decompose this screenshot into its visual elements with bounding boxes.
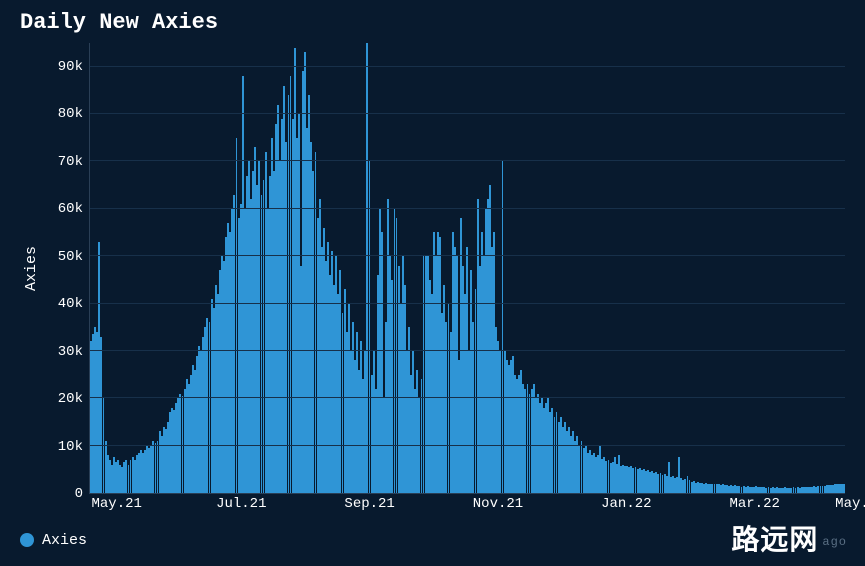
chart-body: Axies 010k20k30k40k50k60k70k80k90k (20, 43, 845, 494)
bar-series (90, 43, 845, 493)
y-tick: 80k (58, 106, 83, 122)
x-tick: Jul.21 (216, 496, 266, 512)
x-axis: May.21Jul.21Sep.21Nov.21Jan.22Mar.22May.… (90, 494, 845, 518)
y-tick: 50k (58, 249, 83, 265)
x-tick: Nov.21 (473, 496, 523, 512)
legend-swatch (20, 533, 34, 547)
bar[interactable] (844, 484, 845, 493)
ago-text: ago (822, 535, 847, 549)
chart-container: Daily New Axies Axies 0 10k 20k 30k 40k 50k 60… (0, 0, 865, 566)
legend: Axies (20, 532, 87, 549)
watermark: 路远网 ago (731, 518, 847, 558)
y-axis: 010k20k30k40k50k60k70k80k90k (42, 43, 90, 494)
x-tick: May.21 (91, 496, 141, 512)
x-tick: Jan.22 (601, 496, 651, 512)
legend-row: Axies (20, 526, 845, 554)
x-tick: Mar.22 (729, 496, 779, 512)
x-tick: May.22 (835, 496, 865, 512)
y-tick: 40k (58, 296, 83, 312)
y-tick: 70k (58, 154, 83, 170)
y-tick: 60k (58, 201, 83, 217)
y-axis-label-wrap: Axies (20, 43, 42, 494)
x-axis-row: May.21Jul.21Sep.21Nov.21Jan.22Mar.22May.… (20, 494, 845, 518)
y-tick: 10k (58, 439, 83, 455)
legend-label: Axies (42, 532, 87, 549)
plot-area[interactable] (90, 43, 845, 494)
y-axis-label: Axies (23, 246, 40, 291)
y-tick: 20k (58, 391, 83, 407)
watermark-text: 路远网 (731, 524, 818, 555)
x-tick: Sep.21 (344, 496, 394, 512)
y-tick: 30k (58, 344, 83, 360)
y-tick: 90k (58, 59, 83, 75)
chart-title: Daily New Axies (20, 10, 845, 35)
y-tick: 0 (75, 486, 83, 502)
